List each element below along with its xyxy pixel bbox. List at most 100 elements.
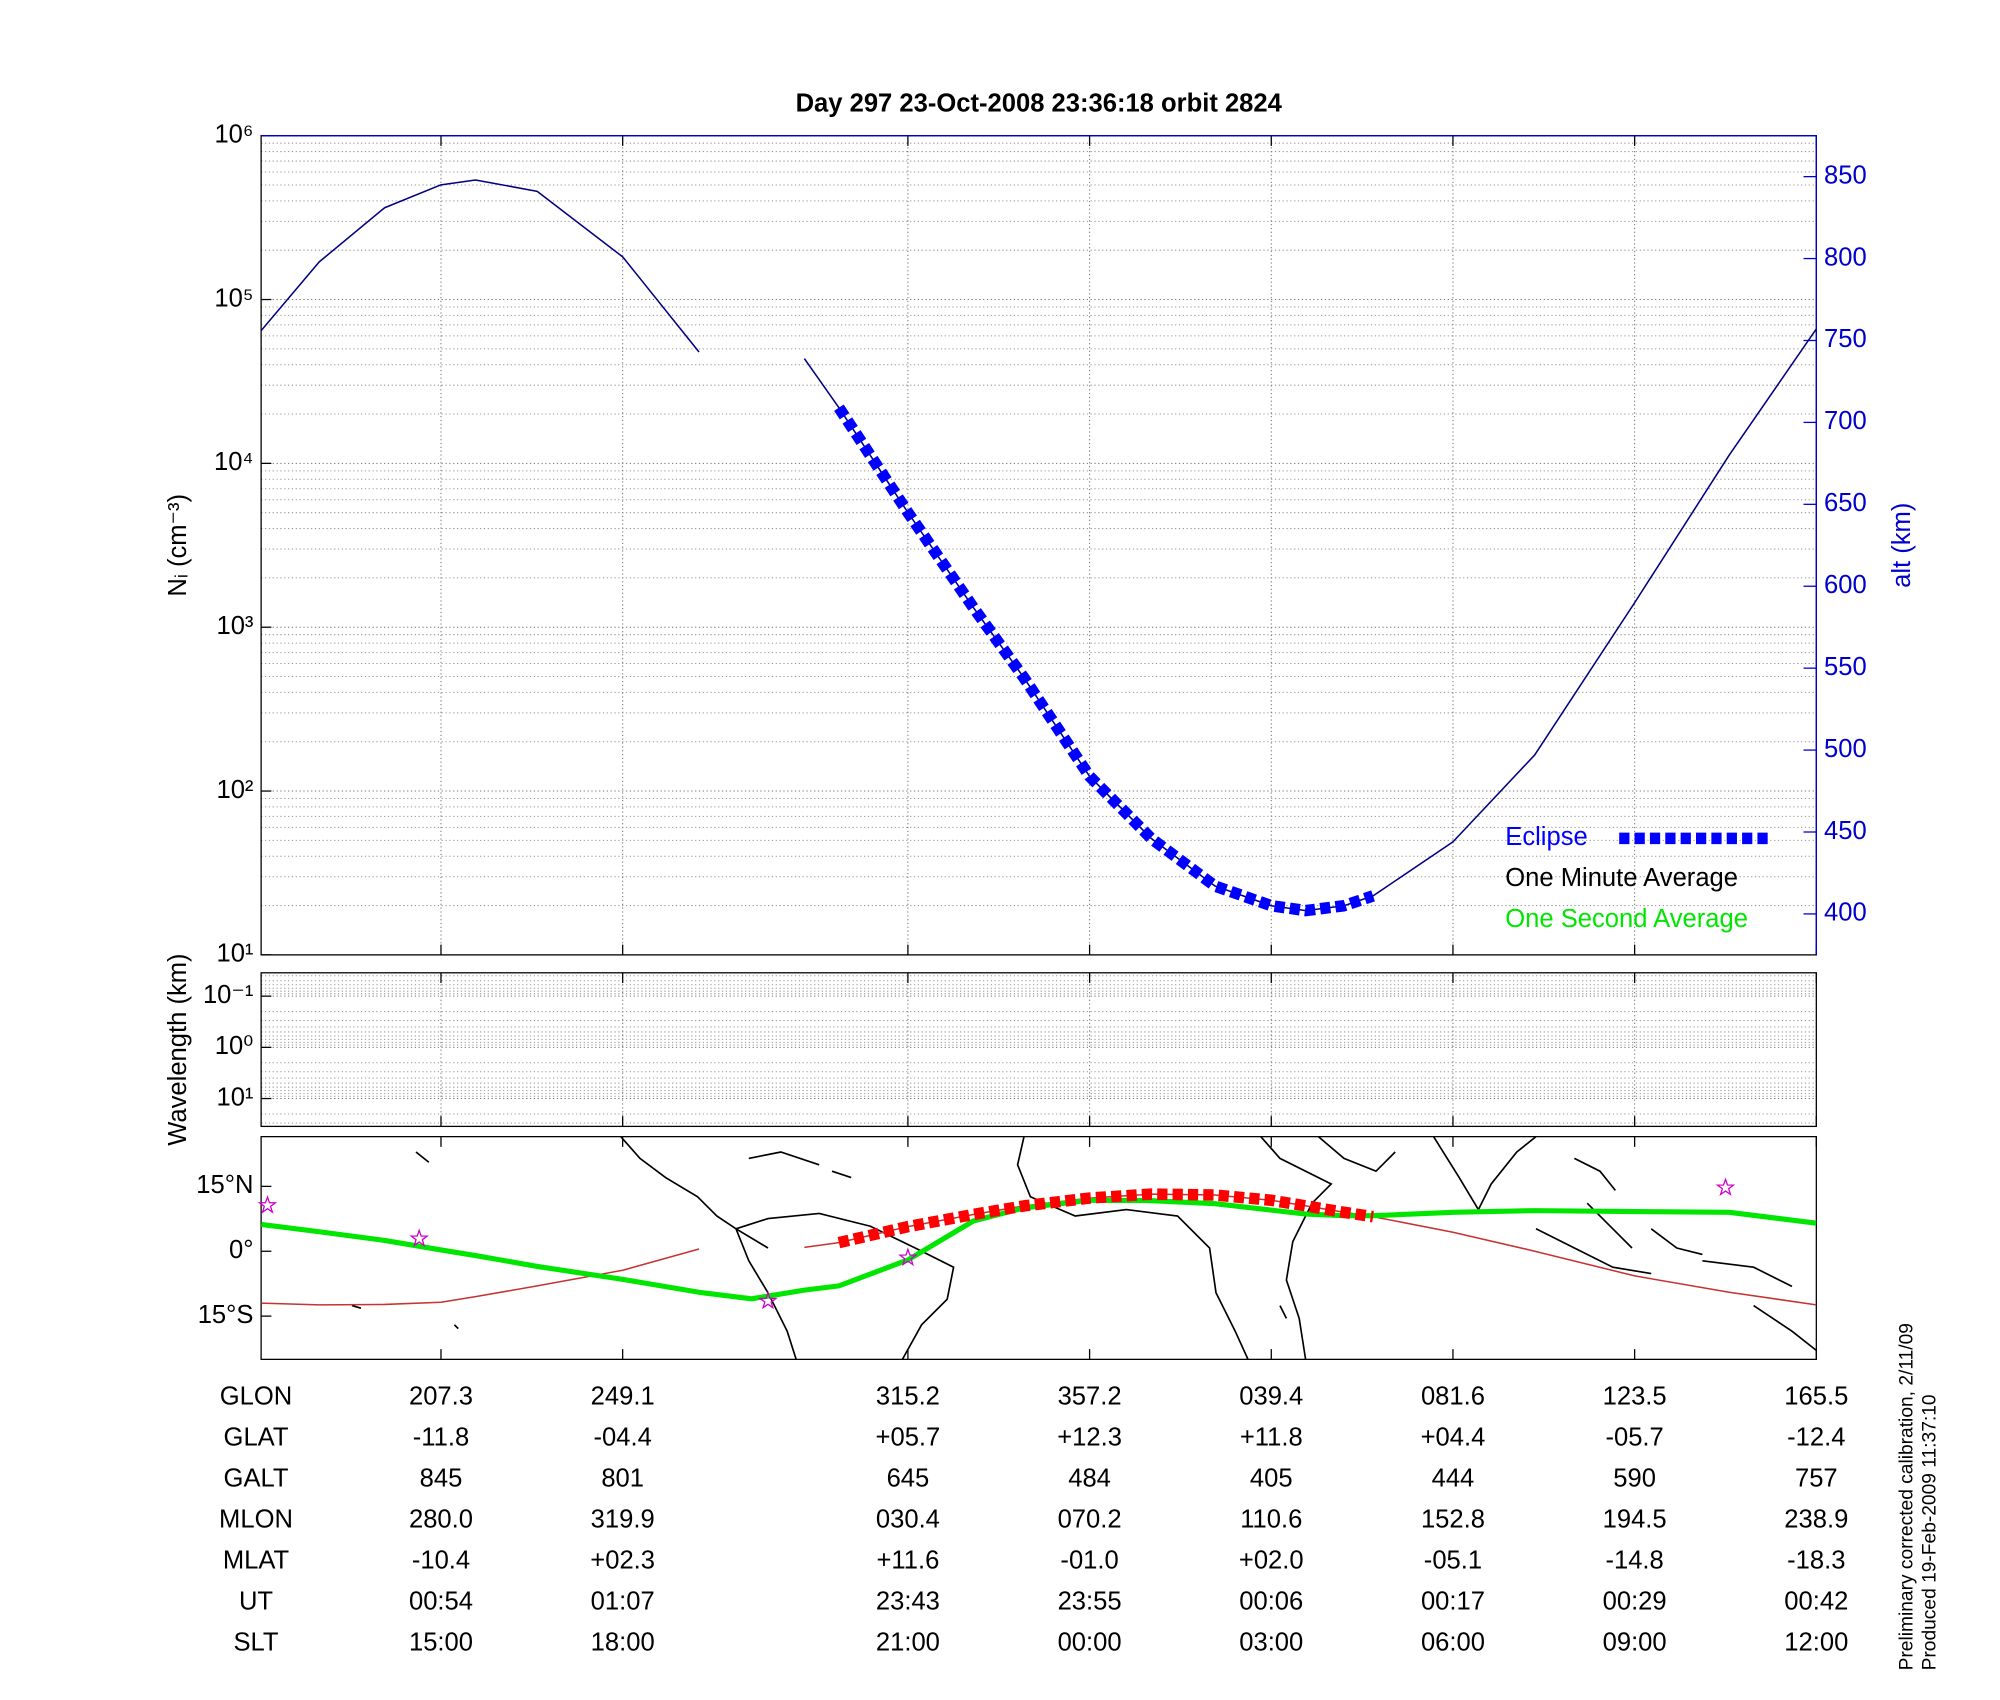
table-cell: 00:54 <box>409 1587 473 1615</box>
table-cell: -01.0 <box>1060 1546 1118 1574</box>
table-cell: 23:43 <box>876 1587 940 1615</box>
axes-frame <box>260 972 1817 1128</box>
data-line <box>261 1197 1817 1302</box>
table-cell: 18:00 <box>591 1628 655 1656</box>
y-tick-label: 10¹ <box>216 1083 253 1111</box>
table-cell: -11.8 <box>413 1423 469 1451</box>
y-axis-label: Nᵢ (cm⁻³) <box>164 494 192 597</box>
table-cell: -05.7 <box>1605 1423 1663 1451</box>
footer-note: Preliminary corrected calibration, 2/11/… <box>1896 1323 1917 1670</box>
y-tick-label: 15°N <box>196 1171 253 1199</box>
y-tick-label: 15°S <box>198 1301 254 1329</box>
table-cell: 00:00 <box>1058 1628 1122 1656</box>
table-cell: +05.7 <box>876 1423 941 1451</box>
table-cell: 09:00 <box>1603 1628 1667 1656</box>
table-cell: 00:17 <box>1421 1587 1485 1615</box>
table-cell: 484 <box>1068 1464 1111 1492</box>
table-cell: 01:07 <box>591 1587 655 1615</box>
table-cell: 00:42 <box>1784 1587 1848 1615</box>
table-cell: 319.9 <box>591 1505 655 1533</box>
table-row-label: MLAT <box>223 1546 290 1574</box>
table-cell: 590 <box>1613 1464 1656 1492</box>
y-tick-label: 10⁶ <box>214 120 253 148</box>
table-cell: +12.3 <box>1057 1423 1122 1451</box>
table-cell: +11.8 <box>1240 1423 1303 1451</box>
star-marker <box>409 1228 429 1248</box>
table-cell: 357.2 <box>1058 1383 1122 1411</box>
table-cell: -18.3 <box>1787 1546 1845 1574</box>
table-cell: 249.1 <box>591 1383 655 1411</box>
table-row-label: GLAT <box>224 1423 289 1451</box>
table-row-label: GLON <box>220 1383 293 1411</box>
table-cell: -05.1 <box>1424 1546 1482 1574</box>
table-cell: -14.8 <box>1605 1546 1663 1574</box>
y2-tick-label: 600 <box>1824 571 1867 599</box>
table-cell: 645 <box>887 1464 930 1492</box>
table-row-label: SLT <box>233 1628 278 1656</box>
coastline <box>1317 1136 1537 1212</box>
table-cell: 00:06 <box>1239 1587 1303 1615</box>
data-line <box>837 1188 1374 1249</box>
coastlines <box>351 1136 1817 1360</box>
coastline <box>1535 1157 1817 1352</box>
y2-tick-label: 850 <box>1824 161 1867 189</box>
y-tick-label: 10⁴ <box>214 448 253 476</box>
coastline <box>620 1136 769 1249</box>
y2-tick-label: 500 <box>1824 735 1867 763</box>
y-tick-label: 10¹ <box>216 940 253 968</box>
y-tick-label: 10³ <box>216 612 253 640</box>
y2-tick-label: 750 <box>1824 325 1867 353</box>
y-tick-label: 10⁵ <box>214 284 253 312</box>
table-cell: -12.4 <box>1787 1423 1845 1451</box>
y2-tick-label: 700 <box>1824 407 1867 435</box>
table-cell: 00:29 <box>1603 1587 1667 1615</box>
plot-area: Preliminary corrected calibration, 2/11/… <box>164 90 1940 1671</box>
table-cell: 315.2 <box>876 1383 940 1411</box>
y-tick-label: 10⁰ <box>215 1032 254 1060</box>
y-tick-label: 0° <box>229 1236 253 1264</box>
star-marker <box>898 1247 918 1267</box>
table-cell: 280.0 <box>409 1505 473 1533</box>
legend-label: One Second Average <box>1505 905 1748 933</box>
data-line <box>834 404 1375 917</box>
y2-tick-label: 400 <box>1824 899 1867 927</box>
table-cell: 070.2 <box>1058 1505 1122 1533</box>
table-cell: 081.6 <box>1421 1383 1485 1411</box>
table-cell: 039.4 <box>1239 1383 1303 1411</box>
legend-label: One Minute Average <box>1505 864 1738 892</box>
data-line <box>261 179 1817 912</box>
table-cell: 207.3 <box>409 1383 473 1411</box>
coastline <box>748 1151 852 1179</box>
table-row-label: UT <box>239 1587 273 1615</box>
y2-tick-label: 650 <box>1824 489 1867 517</box>
star-marker <box>758 1290 778 1310</box>
table-cell: 165.5 <box>1784 1383 1848 1411</box>
table-cell: 15:00 <box>409 1628 473 1656</box>
table-cell: 110.6 <box>1240 1505 1302 1533</box>
y-axis-label: Wavelength (km) <box>164 953 192 1145</box>
table-cell: 030.4 <box>876 1505 940 1533</box>
table-cell: 21:00 <box>876 1628 940 1656</box>
y2-tick-label: 550 <box>1824 653 1867 681</box>
table-cell: 845 <box>420 1464 463 1492</box>
footer-note: Produced 19-Feb-2009 11:37:10 <box>1919 1394 1940 1670</box>
y-tick-label: 10⁻¹ <box>203 981 253 1009</box>
table-cell: 405 <box>1250 1464 1293 1492</box>
y2-tick-label: 800 <box>1824 243 1867 271</box>
table-cell: 06:00 <box>1421 1628 1485 1656</box>
table-cell: 123.5 <box>1603 1383 1667 1411</box>
coastline <box>1016 1136 1333 1360</box>
table-cell: +04.4 <box>1421 1423 1486 1451</box>
table-row-label: GALT <box>224 1464 289 1492</box>
star-marker <box>1715 1177 1736 1196</box>
table-cell: 12:00 <box>1784 1628 1848 1656</box>
y2-axis-label: alt (km) <box>1888 503 1916 588</box>
table-cell: 23:55 <box>1058 1587 1122 1615</box>
table-cell: 03:00 <box>1239 1628 1303 1656</box>
table-cell: +11.6 <box>876 1546 939 1574</box>
table-row-label: MLON <box>219 1505 293 1533</box>
table-cell: 152.8 <box>1421 1505 1485 1533</box>
table-cell: -10.4 <box>412 1546 470 1574</box>
